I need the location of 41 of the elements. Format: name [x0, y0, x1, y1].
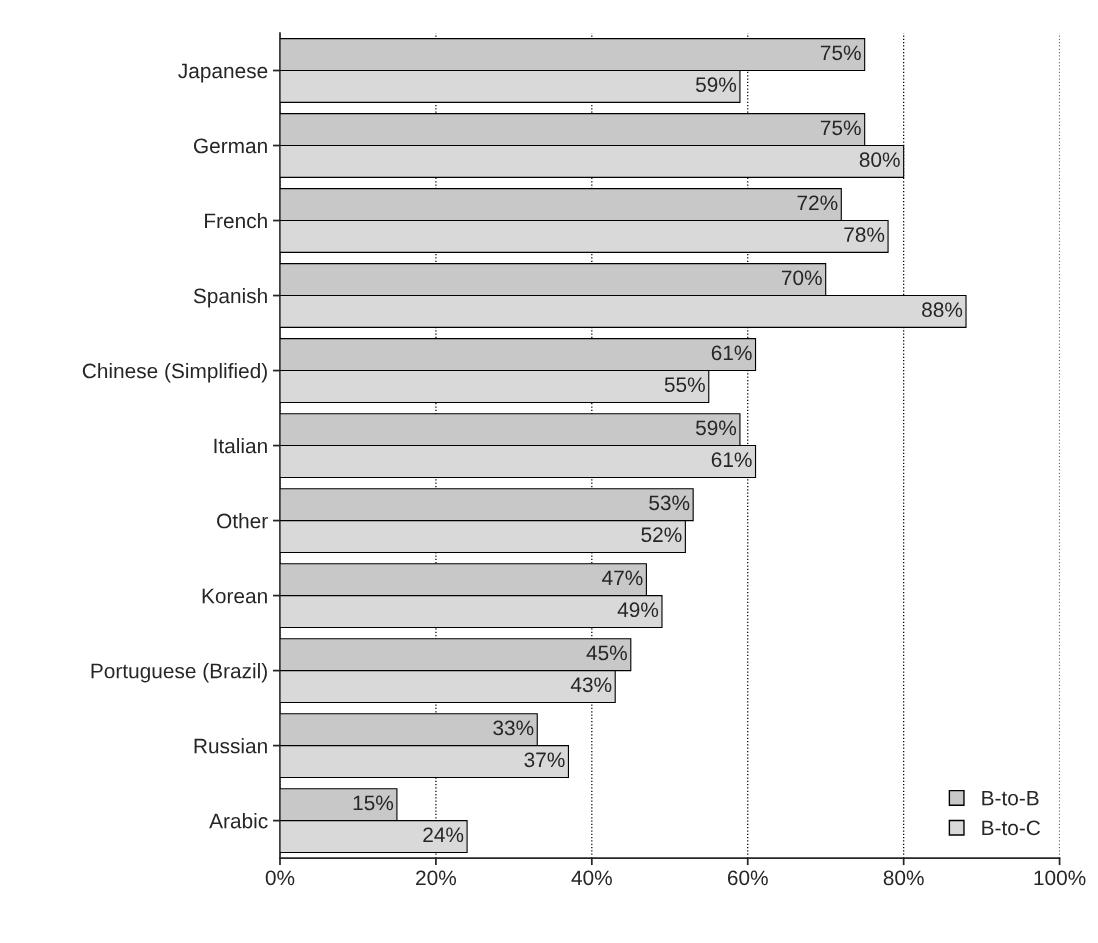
data-label: 78%	[844, 227, 885, 243]
data-label: 75%	[820, 45, 861, 61]
data-label: 61%	[711, 452, 752, 468]
y-tick-label: Japanese	[178, 63, 268, 83]
legend-label: B-to-C	[982, 820, 1041, 836]
y-tick-label: Other	[217, 513, 268, 529]
y-tick-label: Italian	[214, 438, 267, 454]
y-tick-label: Portuguese (Brazil)	[91, 663, 267, 683]
data-label: 59%	[695, 77, 737, 93]
data-label: 53%	[649, 495, 690, 511]
legend-label: B-to-B	[982, 790, 1039, 806]
data-label: 49%	[617, 602, 659, 618]
data-label: 45%	[586, 645, 627, 661]
x-tick-label: 20%	[416, 870, 457, 886]
data-label: 52%	[641, 527, 682, 543]
y-tick-label: Korean	[202, 588, 267, 604]
y-tick-label: Arabic	[209, 813, 268, 829]
data-label: 80%	[859, 152, 900, 168]
data-label: 55%	[664, 377, 705, 393]
data-label: 24%	[423, 827, 464, 843]
x-tick-label: 40%	[571, 870, 612, 886]
data-label: 61%	[711, 345, 752, 361]
x-tick-label: 100%	[1034, 870, 1086, 886]
y-tick-label: Chinese (Simplified)	[82, 363, 267, 383]
data-label: 37%	[524, 752, 565, 768]
data-label: 33%	[493, 720, 534, 736]
x-tick-label: 80%	[883, 870, 924, 886]
x-tick-label: 60%	[727, 870, 768, 886]
x-tick-label: 0%	[265, 870, 295, 886]
y-tick-label: Spanish	[193, 288, 267, 308]
data-label: 59%	[695, 420, 737, 436]
data-label: 75%	[820, 120, 861, 136]
data-label: 43%	[570, 677, 612, 693]
data-label: 88%	[922, 302, 963, 318]
y-tick-label: French	[205, 212, 267, 229]
data-label: 70%	[781, 270, 822, 286]
data-label: 47%	[602, 570, 643, 586]
data-label: 72%	[797, 195, 838, 211]
y-tick-label: Russian	[194, 738, 267, 754]
data-label: 15%	[353, 795, 394, 811]
y-tick-label: German	[193, 138, 267, 154]
